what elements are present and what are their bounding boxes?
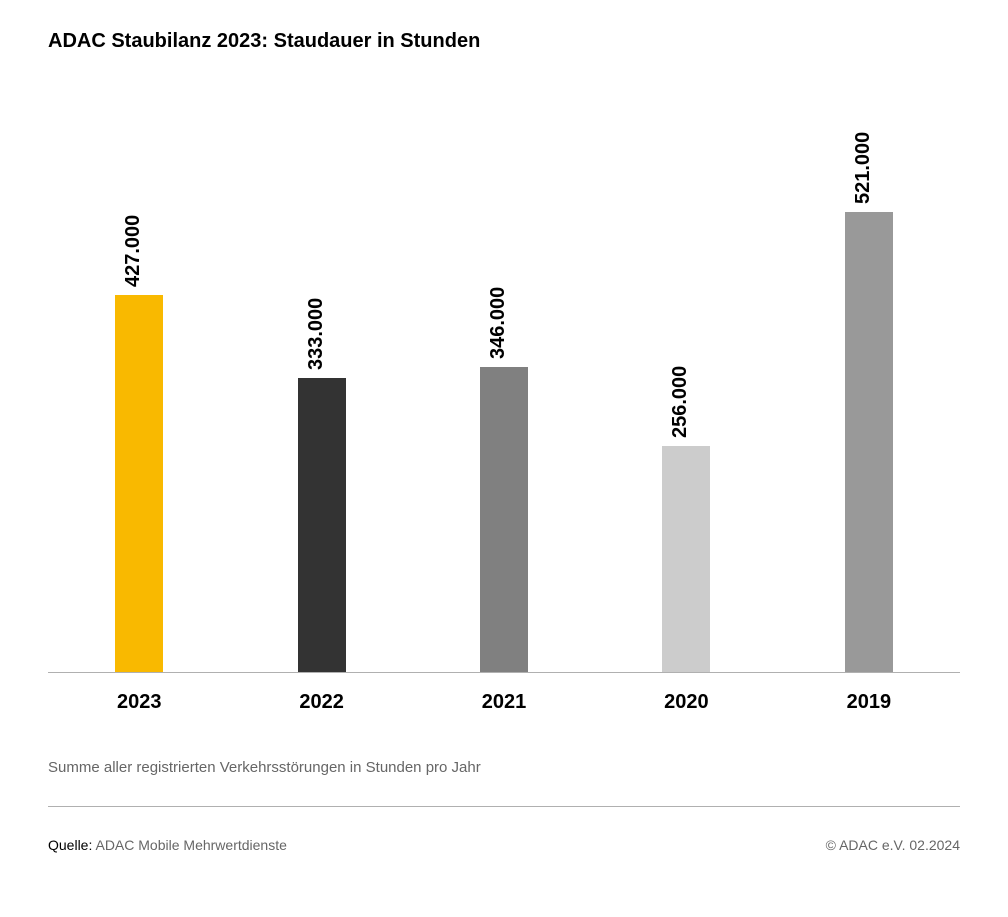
divider	[48, 806, 960, 807]
bar-value-label: 256.000	[669, 366, 692, 438]
bar-group: 346.000	[413, 113, 595, 672]
x-axis-label: 2019	[778, 691, 960, 714]
bar-group: 256.000	[595, 113, 777, 672]
bar-value-label: 333.000	[305, 298, 328, 370]
bar-value-label: 346.000	[487, 286, 510, 358]
chart-x-axis: 20232022202120202019	[48, 691, 960, 714]
x-axis-label: 2022	[230, 691, 412, 714]
bar-value-label: 521.000	[852, 132, 875, 204]
chart-plot-area: 427.000 333.000 346.000 256.000 521.000	[48, 113, 960, 673]
bar-value-label: 427.000	[122, 215, 145, 287]
source-value: ADAC Mobile Mehrwertdienste	[95, 837, 286, 853]
bar: 521.000	[845, 212, 893, 672]
bar-group: 333.000	[230, 113, 412, 672]
copyright-text: © ADAC e.V. 02.2024	[826, 837, 960, 853]
bar: 427.000	[115, 295, 163, 672]
x-axis-label: 2023	[48, 691, 230, 714]
bar-group: 521.000	[778, 113, 960, 672]
bar: 346.000	[480, 367, 528, 672]
source-text: Quelle: ADAC Mobile Mehrwertdienste	[48, 837, 287, 853]
bar-group: 427.000	[48, 113, 230, 672]
x-axis-label: 2020	[595, 691, 777, 714]
bar: 256.000	[662, 446, 710, 672]
bar: 333.000	[298, 378, 346, 672]
source-label: Quelle:	[48, 837, 92, 853]
chart-title: ADAC Staubilanz 2023: Staudauer in Stund…	[48, 30, 960, 53]
chart-subtitle: Summe aller registrierten Verkehrsstörun…	[48, 759, 960, 776]
x-axis-label: 2021	[413, 691, 595, 714]
footer: Quelle: ADAC Mobile Mehrwertdienste © AD…	[48, 837, 960, 853]
